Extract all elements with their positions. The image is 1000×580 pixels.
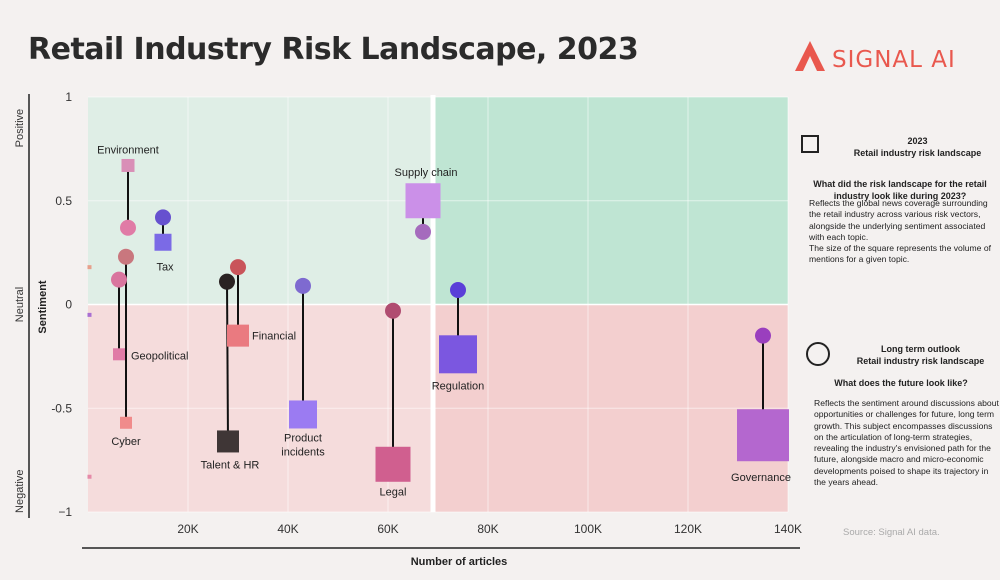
legend-circle-question: What does the future look like? [834,378,968,388]
topic-circle [219,273,235,290]
x-axis-label: Number of articles [411,556,508,568]
topic-label: Financial [252,331,296,343]
x-tick-label: 80K [477,522,498,536]
topic-label: Supply chain [395,167,458,179]
legend-circle-heading-2: Retail industry risk landscape [856,356,985,366]
topic-circle [450,281,466,298]
topic-label: Regulation [432,380,485,392]
legend-square-heading: Retail industry risk landscape [853,148,982,158]
signal-ai-logo: SIGNAL AI [792,38,972,78]
y-side-label: Negative [14,470,26,513]
legend-year: 2023 [907,136,928,146]
topic-square [289,400,317,429]
legend-circle-heading-1: Long term outlook [881,344,960,354]
topic-square [154,233,172,251]
chart-labels: Environment Tax Geopolitical Cyber Talent & … [97,144,791,498]
edge-marker [87,474,92,479]
y-tick-label: 0 [65,298,72,312]
x-tick-label: 40K [277,522,298,536]
topic-circle [755,327,771,344]
topic-label: Environment [97,144,159,156]
topic-label: Cyber [111,436,141,448]
topic-circle [230,259,246,276]
signal-ai-logo-icon [795,41,825,71]
y-axis-label: Sentiment [37,280,49,334]
legend-circle-body: Reflects the sentiment around discussion… [814,398,999,488]
circle-legend-icon [806,342,830,366]
topic-square [439,335,477,374]
topic-circle [118,248,134,265]
page-title: Retail Industry Risk Landscape, 2023 [28,32,639,67]
square-legend-icon [801,135,819,153]
source-note: Source: Signal AI data. [843,527,940,538]
x-tick-label: 140K [774,522,802,536]
y-tick-label: -0.5 [51,401,72,415]
topic-square [121,158,135,172]
topic-label: Geopolitical [131,350,188,362]
x-tick-label: 100K [574,522,602,536]
y-side-label: Positive [14,109,26,148]
topic-circle [295,277,311,294]
chart-zones [88,95,788,512]
topic-label: Legal [380,486,407,498]
chart-axes: Sentiment Number of articles [28,94,800,568]
y-side-label: Neutral [14,287,26,322]
topic-square [227,324,249,347]
y-tick-label: −1 [58,505,72,519]
topic-square [737,409,789,462]
x-tick-label: 120K [674,522,702,536]
topic-circle [111,271,127,288]
topic-square [113,348,125,361]
edge-markers [87,265,92,479]
topic-square [217,430,239,453]
topic-circle [120,219,136,236]
logo-text: SIGNAL AI [832,47,956,73]
topic-square [120,416,132,429]
topic-circle [415,223,431,240]
x-tick-label: 60K [377,522,398,536]
y-tick-label: 0.5 [55,194,72,208]
topic-circle [155,209,171,226]
chart-ticks: 20K 40K 60K 80K 100K 120K 140K 1 0.5 0 -0.5 −1 Posit… [14,90,802,536]
chart-circles [111,209,771,344]
topic-square [405,183,441,219]
topic-circle [385,302,401,319]
topic-square [375,446,411,482]
legend-circle-panel: Long term outlook Retail industry risk l… [806,342,999,502]
edge-marker [87,312,92,317]
x-tick-label: 20K [177,522,198,536]
topic-label: Product incidents [281,432,325,458]
topic-label: Talent & HR [201,459,260,471]
legend-square-body: Reflects the global news coverage surrou… [809,198,992,265]
topic-label: Tax [156,261,174,273]
topic-label: Governance [731,472,791,484]
stem [226,281,229,442]
y-tick-label: 1 [65,90,72,104]
edge-marker [87,265,92,270]
legend-square-question: What did the risk landscape for the reta… [813,179,987,201]
chart-squares [113,158,789,482]
legend-square-panel: 2023 Retail industry risk landscape What… [801,135,996,285]
